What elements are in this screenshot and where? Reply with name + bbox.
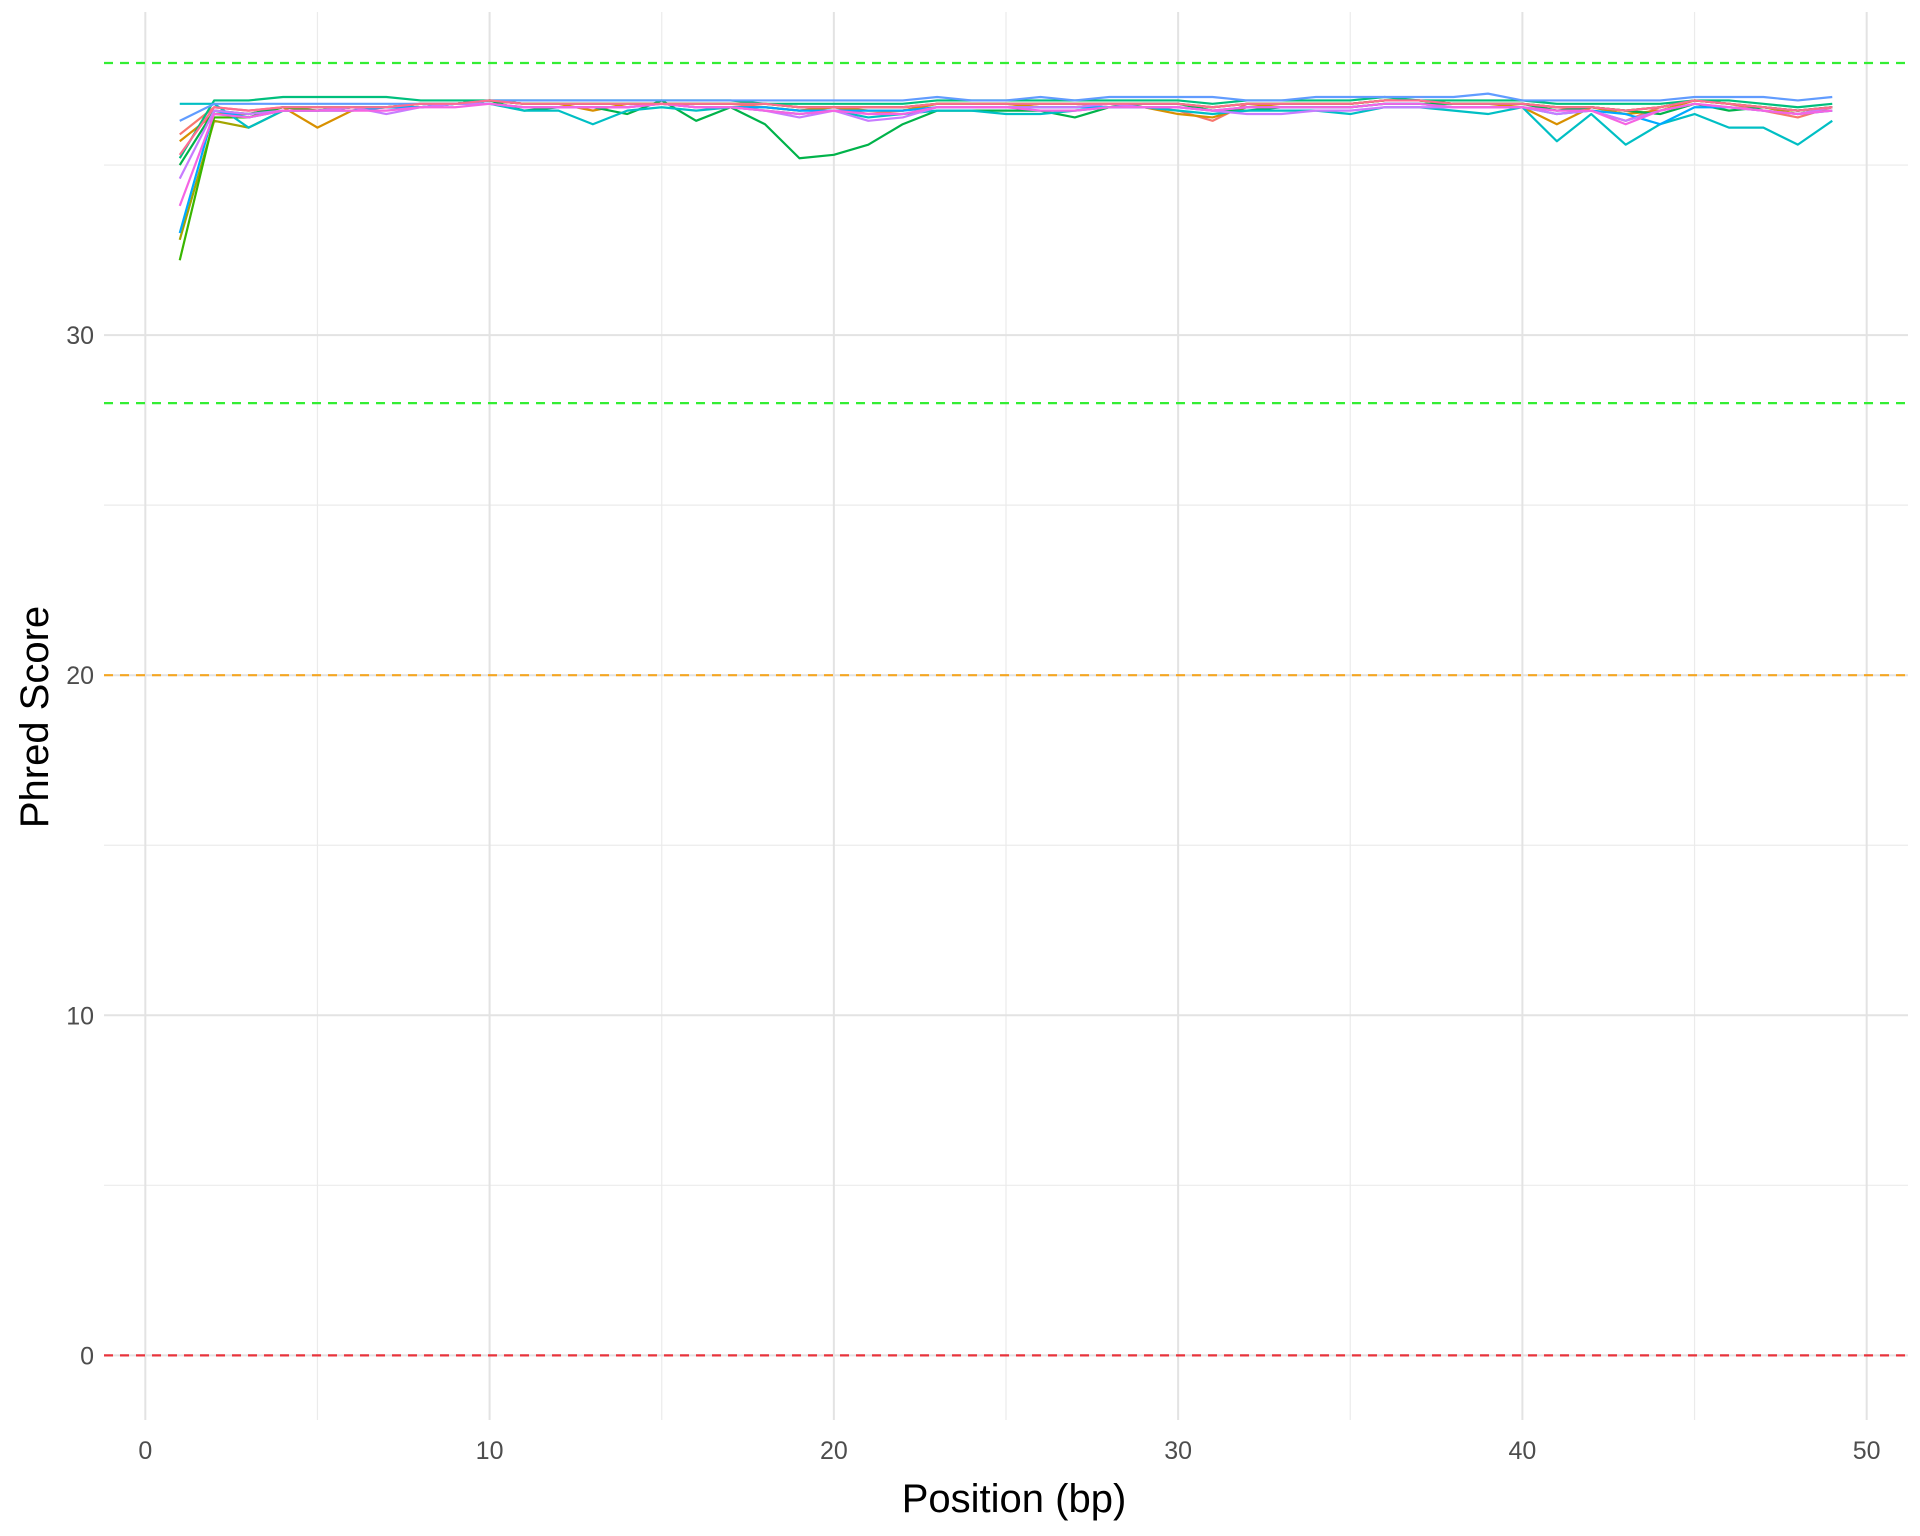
x-tick-label: 10 — [476, 1437, 504, 1465]
y-tick-label: 20 — [66, 662, 94, 690]
x-tick-labels: 0 10 20 30 40 50 — [138, 1437, 1880, 1465]
x-tick-label: 50 — [1853, 1437, 1881, 1465]
y-tick-label: 30 — [66, 322, 94, 350]
x-tick-label: 20 — [820, 1437, 848, 1465]
x-tick-label: 40 — [1509, 1437, 1537, 1465]
y-tick-label: 0 — [80, 1342, 94, 1370]
series-line-11 — [178, 102, 1833, 207]
series-lines — [178, 92, 1833, 261]
x-tick-label: 30 — [1164, 1437, 1192, 1465]
minor-gridlines — [104, 12, 1908, 1420]
y-tick-labels: 0 10 20 30 — [66, 322, 94, 1370]
y-tick-label: 10 — [66, 1002, 94, 1030]
reference-lines — [104, 61, 1908, 1357]
y-axis-title: Phred Score — [13, 606, 57, 828]
x-axis-title: Position (bp) — [902, 1477, 1127, 1521]
series-line-12 — [178, 99, 1833, 156]
x-tick-label: 0 — [138, 1437, 152, 1465]
